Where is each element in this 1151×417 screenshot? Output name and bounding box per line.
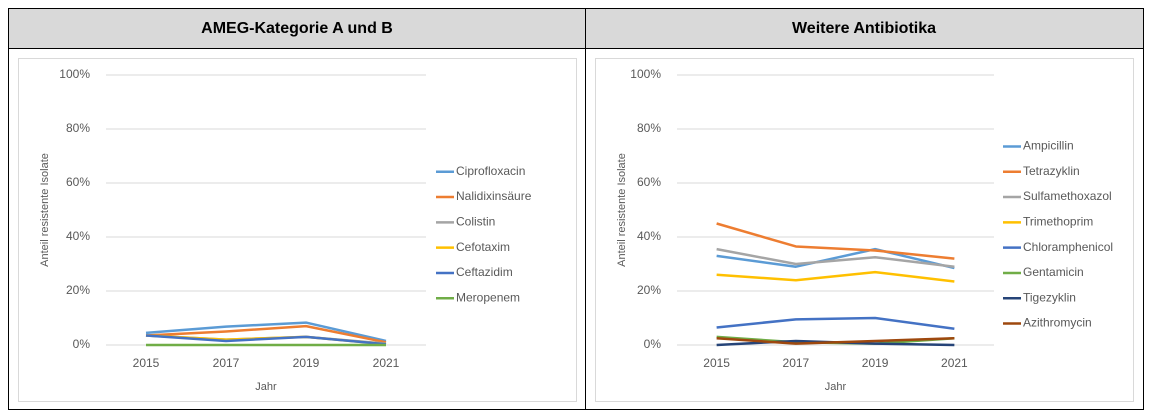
legend-label: Meropenem [456,290,520,304]
x-tick-label: 2015 [703,356,730,370]
chart-frame [595,58,1134,402]
x-tick-label: 2021 [373,356,400,370]
y-tick-label: 80% [637,121,661,135]
series-line [145,321,387,343]
legend-label: Tigezyklin [1023,290,1076,304]
x-axis-title: Jahr [255,381,277,393]
y-tick-label: 60% [66,175,90,189]
x-tick-label: 2017 [783,356,810,370]
series-line [716,337,955,345]
x-tick-label: 2015 [133,356,160,370]
series-line [716,247,955,270]
header-cell: AMEG-Kategorie A und B [201,20,393,37]
legend-label: Ampicillin [1023,139,1074,153]
series-line [716,222,955,260]
y-tick-label: 60% [637,175,661,189]
header-cell: Weitere Antibiotika [792,20,936,37]
x-tick-label: 2019 [293,356,320,370]
y-tick-label: 20% [66,283,90,297]
y-axis-title: Anteil resistente Isolate [616,153,628,267]
y-tick-label: 100% [630,67,661,81]
header-row [9,9,1143,48]
legend-label: Gentamicin [1023,265,1084,279]
x-tick-label: 2021 [941,356,968,370]
x-tick-label: 2017 [213,356,240,370]
y-tick-label: 40% [66,229,90,243]
y-tick-label: 0% [73,337,91,351]
y-tick-label: 100% [59,67,90,81]
series-line [716,270,955,283]
series-line [145,334,387,346]
y-tick-label: 40% [637,229,661,243]
y-tick-label: 80% [66,121,90,135]
series-line [716,316,955,331]
x-axis-title: Jahr [825,381,847,393]
legend-label: Chloramphenicol [1023,240,1113,254]
legend-label: Ciprofloxacin [456,164,525,178]
x-tick-label: 2019 [862,356,889,370]
legend-label: Cefotaxim [456,240,510,254]
y-tick-label: 0% [644,337,662,351]
legend-label: Ceftazidim [456,265,513,279]
series-line [716,247,955,268]
legend-label: Sulfamethoxazol [1023,189,1112,203]
legend-label: Colistin [456,215,495,229]
legend-label: Azithromycin [1023,316,1092,330]
legend-label: Trimethoprim [1023,215,1093,229]
legend-label: Nalidixinsäure [456,189,532,203]
series-line [145,324,387,344]
y-axis-title: Anteil resistente Isolate [39,153,51,267]
chart-frame [18,58,577,402]
legend-label: Tetrazyklin [1023,164,1080,178]
y-tick-label: 20% [637,283,661,297]
